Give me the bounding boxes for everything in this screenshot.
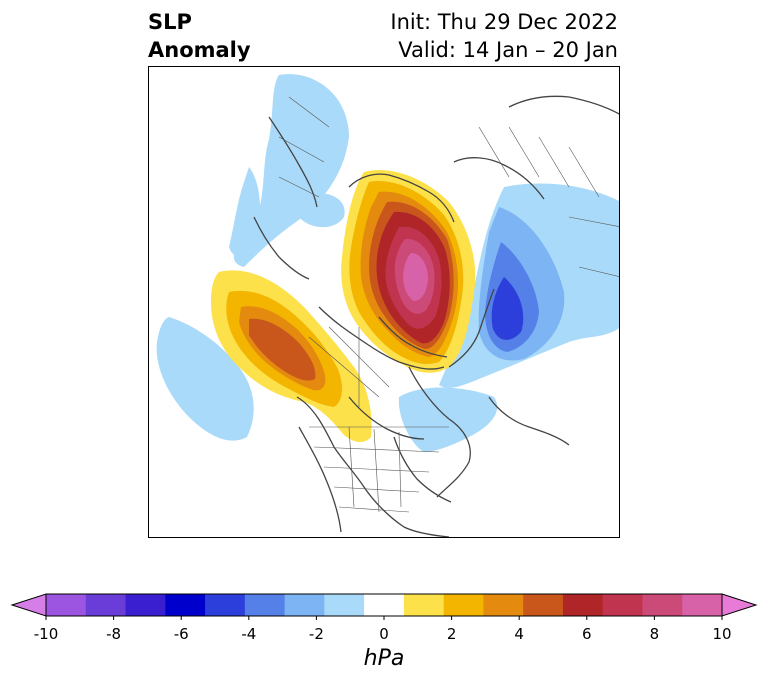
colorbar-bin <box>46 594 87 616</box>
colorbar-tick-label: 6 <box>582 625 592 643</box>
negative-anomaly-east-pacific <box>156 317 254 441</box>
negative-anomaly-siberia <box>439 183 619 388</box>
colorbar-tick-label: 0 <box>379 625 389 643</box>
valid-date: Valid: 14 Jan – 20 Jan <box>398 38 618 62</box>
negative-anomaly-north-atlantic <box>398 387 498 452</box>
colorbar-bin <box>364 594 405 616</box>
colorbar-bin <box>165 594 206 616</box>
colorbar-tick-label: -10 <box>33 625 59 643</box>
colorbar-bin <box>642 594 683 616</box>
colorbar-unit: hPa <box>363 646 405 671</box>
borders <box>278 96 619 513</box>
title-line-2: Anomaly <box>148 38 251 62</box>
colorbar-bin <box>85 594 127 616</box>
colorbar-bin <box>682 594 723 616</box>
colorbar-bin <box>244 594 286 616</box>
colorbar-bin <box>403 594 445 616</box>
colorbar-bin <box>284 594 325 616</box>
colorbar-tick-label: -8 <box>106 625 122 643</box>
colorbar-bin <box>523 594 564 616</box>
colorbar-svg <box>10 593 758 620</box>
map-title: SLP Anomaly <box>148 8 251 64</box>
colorbar-bin <box>443 594 484 616</box>
colorbar-extend-min <box>10 593 47 617</box>
colorbar-tick-label: 10 <box>712 625 732 643</box>
colorbar-tick-label: 2 <box>446 625 457 643</box>
colorbar <box>10 590 758 624</box>
anomaly-map <box>148 66 620 538</box>
colorbar-bin <box>205 594 246 616</box>
colorbar-bin <box>602 594 643 616</box>
colorbar-bin <box>125 594 166 616</box>
title-line-1: SLP <box>148 10 192 34</box>
colorbar-tick-label: -2 <box>308 625 324 643</box>
init-date: Init: Thu 29 Dec 2022 <box>390 10 618 34</box>
colorbar-tick-label: -6 <box>173 625 189 643</box>
colorbar-tick-label: 8 <box>649 625 660 643</box>
colorbar-tick-label: -4 <box>241 625 257 643</box>
colorbar-tick-label: 4 <box>514 625 524 643</box>
anomaly-map-svg <box>156 74 619 537</box>
colorbar-bin <box>562 594 604 616</box>
colorbar-extend-max <box>721 593 758 617</box>
colorbar-bin <box>324 594 365 616</box>
positive-anomaly-north-pacific <box>211 270 372 443</box>
positive-anomaly-arctic <box>341 170 476 373</box>
colorbar-bin <box>483 594 524 616</box>
map-dates: Init: Thu 29 Dec 2022 Valid: 14 Jan – 20… <box>390 8 618 64</box>
